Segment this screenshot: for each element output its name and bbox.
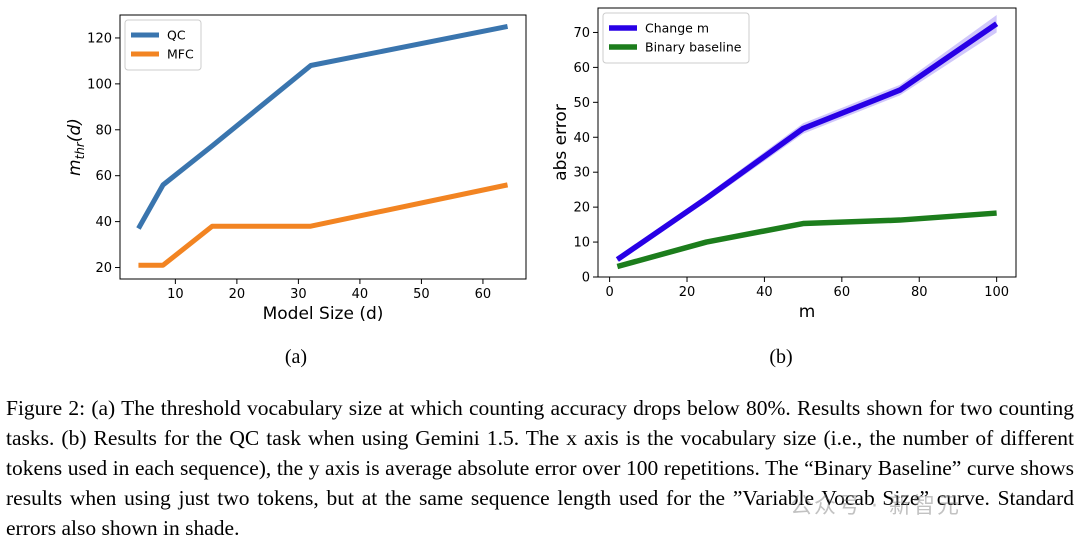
chart-a-xtick-label: 10 <box>167 287 184 302</box>
chart-b-legend-box <box>602 12 750 64</box>
chart-b-xtick-label: 0 <box>605 285 613 300</box>
chart-a-xtick-label: 50 <box>413 287 430 302</box>
chart-a-xtick-label: 60 <box>475 287 492 302</box>
chart-b-ytick-label: 10 <box>573 236 590 251</box>
chart-a-plot-frame <box>119 14 527 280</box>
chart-a-xlabel: Model Size (d) <box>263 304 384 324</box>
chart-b-legend-label-1: Binary baseline <box>645 40 742 55</box>
chart-b-xlabel: m <box>799 302 816 322</box>
chart-a-xtick-label: 40 <box>352 287 369 302</box>
chart-b-xtick-label: 80 <box>911 285 928 300</box>
chart-a-ytick-label: 100 <box>87 77 112 92</box>
chart-a-ytick-label: 80 <box>95 123 112 138</box>
chart-b-ytick-label: 60 <box>573 61 590 76</box>
chart-b-legend-label-0: Change m <box>645 21 709 36</box>
chart-a-line-mfc <box>138 182 509 268</box>
chart-b-plot-frame <box>597 7 1017 278</box>
chart-b-ytick-label: 20 <box>573 201 590 216</box>
figure-caption: Figure 2: (a) The threshold vocabulary s… <box>6 396 1074 540</box>
chart-b-xtick-label: 20 <box>679 285 696 300</box>
chart-a-ylabel-main: m <box>65 159 85 176</box>
sublabel-a: (a) <box>285 346 307 368</box>
chart-a-ytick-label: 40 <box>95 215 112 230</box>
chart-a-ylabel-sub: thr <box>73 141 87 159</box>
chart-b-ylabel: abs error <box>551 104 571 181</box>
chart-b-ytick-label: 30 <box>573 166 590 181</box>
chart-b-xtick-label: 60 <box>834 285 851 300</box>
chart-b-ytick-label: 0 <box>582 271 590 286</box>
chart-a-legend-label-0: QC <box>167 28 186 43</box>
chart-b-xtick-label: 100 <box>984 285 1009 300</box>
chart-b-ytick-label: 40 <box>573 131 590 146</box>
chart-a-ytick-label: 60 <box>95 169 112 184</box>
watermark-text: 公众号 · 新智元 <box>790 494 961 519</box>
chart-a-xtick-label: 30 <box>290 287 307 302</box>
chart-b-xtick-label: 40 <box>756 285 773 300</box>
chart-a-xtick-label: 20 <box>229 287 246 302</box>
chart-a-ytick-label: 20 <box>95 261 112 276</box>
chart-a-ylabel-tail: (d) <box>65 118 85 142</box>
chart-b: 0 20 40 60 80 100 0 10 20 30 40 50 60 70 m abs error Cha… <box>551 7 1017 322</box>
chart-a-legend-box <box>124 19 202 71</box>
sublabel-b: (b) <box>769 346 792 368</box>
chart-a-ytick-label: 120 <box>87 31 112 46</box>
chart-a-ylabel: mthr(d) <box>65 118 87 176</box>
chart-b-ytick-label: 50 <box>573 96 590 111</box>
chart-a-legend-label-1: MFC <box>167 47 194 62</box>
chart-b-ytick-label: 70 <box>573 26 590 41</box>
chart-a: 10 20 30 40 50 60 20 40 60 80 100 120 Model Size (d)… <box>65 14 527 324</box>
